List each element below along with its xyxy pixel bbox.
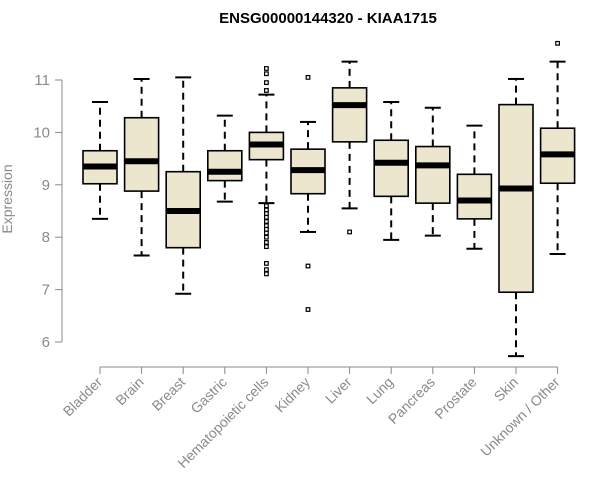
- outlier-point: [264, 230, 269, 236]
- iqr-box: [207, 149, 243, 182]
- x-category-label: Unknown / Other: [477, 374, 563, 460]
- y-tick-label: 8: [42, 229, 50, 246]
- box-hematopoietic-cells: [248, 66, 285, 277]
- chart-title: ENSG00000144320 - KIAA1715: [219, 10, 437, 27]
- x-category-label: Skin: [491, 374, 522, 405]
- iqr-box: [414, 145, 451, 204]
- iqr-box: [498, 103, 534, 294]
- box-kidney: [290, 74, 326, 312]
- outlier-point: [264, 271, 269, 277]
- outlier-point: [347, 229, 352, 235]
- outlier-point: [264, 267, 269, 273]
- outlier-point: [305, 307, 311, 312]
- outlier-point: [264, 88, 269, 93]
- x-category-label: Bladder: [60, 374, 106, 420]
- y-tick-label: 7: [42, 282, 50, 299]
- box-brain: [123, 77, 160, 257]
- outlier-point: [264, 223, 269, 229]
- box-breast: [165, 76, 201, 295]
- box-pancreas: [414, 106, 451, 237]
- y-tick-label: 9: [42, 177, 50, 194]
- outlier-point: [264, 234, 269, 240]
- y-axis-label: Expression: [0, 164, 15, 233]
- x-category-label: Brain: [112, 374, 146, 408]
- iqr-box: [123, 116, 160, 192]
- outlier-point: [264, 226, 269, 232]
- box-unknown-other: [539, 40, 576, 255]
- box-lung: [373, 101, 410, 241]
- outlier-point: [264, 214, 269, 220]
- outlier-point: [264, 244, 269, 250]
- iqr-box: [373, 139, 410, 198]
- y-tick-label: 11: [34, 72, 50, 89]
- box-series: [82, 40, 576, 358]
- outlier-point: [264, 219, 269, 224]
- iqr-box: [456, 173, 493, 220]
- box-bladder: [82, 101, 118, 220]
- outlier-point: [305, 263, 311, 269]
- outlier-point: [264, 203, 269, 209]
- y-axis: 6 7 8 9 10 11: [33, 72, 63, 351]
- x-category-label: Prostate: [431, 374, 479, 422]
- box-gastric: [207, 114, 243, 203]
- x-category-label: Kidney: [272, 374, 314, 416]
- box-prostate: [456, 124, 493, 250]
- x-category-label: Liver: [322, 374, 355, 407]
- y-tick-label: 6: [42, 334, 50, 351]
- iqr-box: [331, 87, 368, 143]
- x-category-label: Breast: [148, 374, 188, 414]
- box-liver: [331, 60, 368, 235]
- outlier-point: [264, 207, 269, 213]
- outlier-point: [264, 80, 269, 86]
- outlier-point: [264, 240, 269, 245]
- box-skin: [498, 77, 534, 358]
- outlier-point: [264, 261, 269, 266]
- outlier-point: [264, 66, 269, 71]
- y-tick-label: 10: [33, 124, 50, 141]
- outlier-point: [555, 40, 560, 46]
- outlier-point: [264, 211, 269, 217]
- x-category-label: Lung: [363, 374, 396, 407]
- outlier-point: [305, 74, 311, 80]
- outlier-point: [264, 71, 269, 77]
